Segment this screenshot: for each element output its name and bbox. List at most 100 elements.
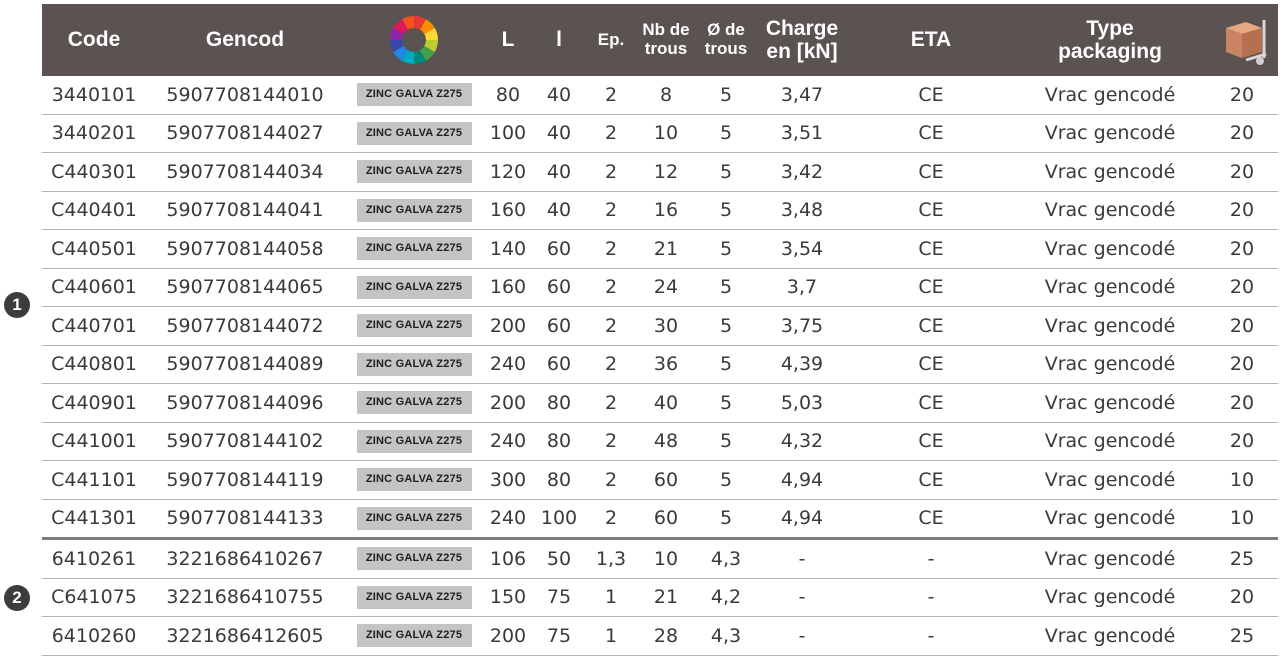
cell-charge: 4,94 — [756, 460, 848, 500]
col-header-finish — [344, 4, 484, 76]
cell-finish: ZINC GALVA Z275 — [344, 229, 484, 269]
cell-width: 50 — [532, 538, 586, 579]
cell-eta: - — [848, 616, 1014, 656]
cell-code: C440501 — [42, 229, 146, 269]
cell-width: 40 — [532, 114, 586, 153]
cell-gencod: 5907708144065 — [146, 268, 344, 307]
cell-hole-diameter: 5 — [696, 460, 756, 500]
table-row: C440701 5907708144072 ZINC GALVA Z275 200 60… — [42, 306, 1278, 346]
table-row: C641075 3221686410755 ZINC GALVA Z275 150 75… — [42, 578, 1278, 617]
cell-code: C441301 — [42, 499, 146, 540]
cell-code: C440801 — [42, 345, 146, 384]
cell-finish: ZINC GALVA Z275 — [344, 152, 484, 192]
table-row: 6410260 3221686412605 ZINC GALVA Z275 200 75… — [42, 616, 1278, 656]
cell-charge: 3,47 — [756, 76, 848, 115]
cell-eta: CE — [848, 499, 1014, 540]
cell-code: C441001 — [42, 422, 146, 461]
cell-eta: CE — [848, 268, 1014, 307]
cell-gencod: 5907708144034 — [146, 152, 344, 192]
cell-width: 75 — [532, 578, 586, 617]
cell-width: 80 — [532, 460, 586, 500]
cell-hole-diameter: 5 — [696, 499, 756, 540]
cell-packaging: Vrac gencodé — [1014, 191, 1206, 230]
finish-badge: ZINC GALVA Z275 — [356, 506, 472, 530]
cell-thickness: 2 — [586, 460, 636, 500]
cell-packaging: Vrac gencodé — [1014, 76, 1206, 115]
cell-quantity: 20 — [1206, 578, 1278, 617]
cell-finish: ZINC GALVA Z275 — [344, 76, 484, 115]
cell-hole-diameter: 4,2 — [696, 578, 756, 617]
finish-badge: ZINC GALVA Z275 — [356, 83, 472, 107]
cell-thickness: 1 — [586, 578, 636, 617]
table-row: 6410261 3221686410267 ZINC GALVA Z275 106 50… — [42, 538, 1278, 579]
table-row: C440601 5907708144065 ZINC GALVA Z275 160 60… — [42, 268, 1278, 307]
table-row: C440501 5907708144058 ZINC GALVA Z275 140 60… — [42, 229, 1278, 269]
cell-quantity: 10 — [1206, 499, 1278, 540]
cell-eta: CE — [848, 460, 1014, 500]
cell-code: C440401 — [42, 191, 146, 230]
finish-badge: ZINC GALVA Z275 — [356, 121, 472, 145]
col-header-gencod: Gencod — [146, 4, 344, 76]
cell-hole-diameter: 4,3 — [696, 538, 756, 579]
cell-code: 6410260 — [42, 616, 146, 656]
col-header-hole-diameter: Ø de trous — [696, 4, 756, 76]
cell-thickness: 2 — [586, 268, 636, 307]
cell-length: 150 — [484, 578, 532, 617]
cell-thickness: 2 — [586, 306, 636, 346]
cell-hole-diameter: 5 — [696, 383, 756, 423]
cell-hole-count: 8 — [636, 76, 696, 115]
cell-finish: ZINC GALVA Z275 — [344, 306, 484, 346]
cell-gencod: 5907708144096 — [146, 383, 344, 423]
cell-width: 40 — [532, 152, 586, 192]
finish-badge: ZINC GALVA Z275 — [356, 198, 472, 222]
charge-line1: Charge — [765, 16, 839, 40]
group-2-marker: 2 — [4, 585, 30, 611]
group-1-marker: 1 — [4, 292, 30, 318]
finish-badge: ZINC GALVA Z275 — [356, 468, 472, 492]
cell-code: C441101 — [42, 460, 146, 500]
cell-width: 80 — [532, 383, 586, 423]
finish-badge: ZINC GALVA Z275 — [356, 429, 472, 453]
cell-quantity: 20 — [1206, 422, 1278, 461]
col-header-eta: ETA — [848, 4, 1014, 76]
finish-badge: ZINC GALVA Z275 — [356, 547, 472, 571]
cell-length: 100 — [484, 114, 532, 153]
cell-thickness: 2 — [586, 229, 636, 269]
cell-quantity: 20 — [1206, 345, 1278, 384]
col-header-charge: Charge en [kN] — [756, 4, 848, 76]
cell-length: 160 — [484, 191, 532, 230]
cell-gencod: 5907708144058 — [146, 229, 344, 269]
table-row: C441101 5907708144119 ZINC GALVA Z275 300 80… — [42, 460, 1278, 500]
cell-thickness: 1,3 — [586, 538, 636, 579]
cell-packaging: Vrac gencodé — [1014, 538, 1206, 579]
cell-hole-diameter: 5 — [696, 76, 756, 115]
table-row: C440901 5907708144096 ZINC GALVA Z275 200 80… — [42, 383, 1278, 423]
cell-eta: CE — [848, 345, 1014, 384]
cell-packaging: Vrac gencodé — [1014, 229, 1206, 269]
cell-finish: ZINC GALVA Z275 — [344, 345, 484, 384]
cell-gencod: 3221686410267 — [146, 538, 344, 579]
cell-code: C641075 — [42, 578, 146, 617]
cell-hole-count: 10 — [636, 538, 696, 579]
cell-hole-diameter: 5 — [696, 114, 756, 153]
cell-length: 106 — [484, 538, 532, 579]
cell-finish: ZINC GALVA Z275 — [344, 578, 484, 617]
cell-gencod: 5907708144133 — [146, 499, 344, 540]
finish-badge: ZINC GALVA Z275 — [356, 624, 472, 648]
finish-badge: ZINC GALVA Z275 — [356, 237, 472, 261]
cell-code: 6410261 — [42, 538, 146, 579]
cell-thickness: 2 — [586, 499, 636, 540]
cell-hole-count: 40 — [636, 383, 696, 423]
cell-charge: 3,42 — [756, 152, 848, 192]
cell-charge: - — [756, 578, 848, 617]
cell-charge: 3,48 — [756, 191, 848, 230]
cell-hole-count: 21 — [636, 578, 696, 617]
cell-thickness: 2 — [586, 114, 636, 153]
col-header-quantity — [1206, 4, 1278, 76]
cell-thickness: 2 — [586, 422, 636, 461]
cell-width: 60 — [532, 229, 586, 269]
cell-quantity: 20 — [1206, 191, 1278, 230]
col-header-length: L — [484, 4, 532, 76]
cell-gencod: 3221686410755 — [146, 578, 344, 617]
cell-hole-diameter: 5 — [696, 268, 756, 307]
